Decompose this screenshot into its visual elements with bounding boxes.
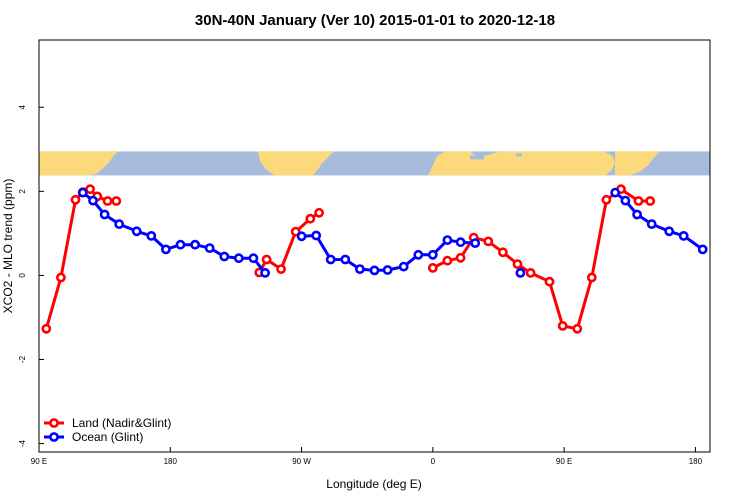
data-point bbox=[276, 264, 286, 274]
data-point bbox=[296, 231, 307, 242]
data-point bbox=[311, 230, 322, 241]
data-point bbox=[314, 207, 324, 218]
data-point bbox=[204, 243, 215, 253]
data-point bbox=[261, 254, 272, 265]
data-point bbox=[354, 264, 365, 274]
data-point bbox=[290, 226, 301, 237]
data-point bbox=[146, 230, 157, 241]
legend: Land (Nadir&Glint)Ocean (Glint) bbox=[44, 416, 171, 444]
data-point bbox=[427, 262, 438, 273]
data-point bbox=[260, 267, 270, 278]
data-point bbox=[512, 259, 523, 269]
series-line bbox=[432, 187, 651, 331]
data-point bbox=[175, 239, 186, 250]
data-point bbox=[601, 194, 612, 205]
data-point bbox=[382, 265, 393, 275]
data-point bbox=[305, 213, 316, 224]
data-point bbox=[369, 265, 380, 276]
data-point bbox=[646, 219, 657, 229]
map-sea-patch bbox=[470, 155, 484, 160]
x-tick-label: 90 W bbox=[292, 457, 311, 466]
data-point bbox=[645, 196, 656, 206]
y-tick-label: 2 bbox=[18, 189, 27, 194]
x-tick-label: 90 E bbox=[556, 457, 572, 466]
data-point bbox=[427, 249, 438, 260]
data-point bbox=[664, 226, 675, 237]
x-tick-label: 180 bbox=[689, 457, 703, 466]
data-point bbox=[442, 235, 453, 245]
data-point bbox=[219, 251, 230, 262]
data-point bbox=[678, 230, 689, 241]
data-point bbox=[455, 252, 466, 263]
map-land-east-asia-2 bbox=[615, 151, 660, 176]
data-point bbox=[77, 187, 88, 198]
y-axis-label: XCO2 - MLO trend (ppm) bbox=[1, 179, 15, 314]
data-point bbox=[697, 244, 708, 255]
data-point bbox=[102, 196, 113, 206]
x-tick-label: 0 bbox=[431, 457, 436, 466]
data-point bbox=[398, 261, 409, 272]
data-point bbox=[610, 187, 621, 198]
legend-marker bbox=[49, 418, 59, 428]
data-point bbox=[160, 244, 171, 255]
x-axis: 90 E 180 90 W 0 90 E 180 bbox=[31, 447, 703, 466]
data-point bbox=[99, 209, 110, 220]
data-point bbox=[586, 272, 597, 283]
data-point bbox=[572, 323, 583, 334]
data-point bbox=[413, 249, 424, 260]
data-point bbox=[483, 236, 494, 247]
plot-frame bbox=[38, 39, 711, 453]
y-tick-label: -2 bbox=[18, 355, 27, 363]
x-tick-label: 90 E bbox=[31, 457, 47, 466]
data-point bbox=[632, 209, 642, 220]
series-land bbox=[41, 184, 656, 334]
legend-marker bbox=[49, 432, 59, 442]
data-point bbox=[455, 237, 466, 248]
data-point bbox=[544, 276, 555, 287]
x-axis-label: Longitude (deg E) bbox=[326, 477, 421, 491]
data-point bbox=[557, 320, 568, 331]
legend-label: Ocean (Glint) bbox=[72, 430, 143, 444]
data-point bbox=[131, 226, 142, 237]
data-point bbox=[88, 195, 98, 206]
map-sea-patch-2 bbox=[516, 153, 522, 157]
data-point bbox=[633, 196, 644, 206]
data-point bbox=[325, 254, 336, 265]
data-point bbox=[442, 255, 453, 266]
data-point bbox=[525, 267, 536, 278]
data-point bbox=[620, 195, 631, 206]
legend-label: Land (Nadir&Glint) bbox=[72, 416, 171, 430]
data-point bbox=[190, 239, 200, 250]
chart-title: 30N-40N January (Ver 10) 2015-01-01 to 2… bbox=[195, 12, 555, 29]
data-point bbox=[114, 219, 125, 229]
data-point bbox=[515, 267, 526, 278]
data-point bbox=[248, 253, 259, 264]
data-point bbox=[497, 247, 508, 258]
data-point bbox=[340, 254, 351, 265]
map-land-north-america bbox=[258, 151, 334, 176]
data-point bbox=[233, 253, 244, 264]
data-point bbox=[111, 196, 122, 206]
y-axis: -4 -2 0 2 4 bbox=[18, 104, 44, 447]
data-point bbox=[56, 272, 66, 283]
data-point bbox=[470, 238, 481, 248]
map-land-east-asia bbox=[39, 151, 118, 176]
data-point bbox=[41, 323, 52, 334]
y-tick-label: 4 bbox=[18, 104, 27, 109]
x-tick-label: 180 bbox=[164, 457, 178, 466]
data-point bbox=[85, 184, 95, 195]
series-ocean bbox=[77, 187, 708, 278]
y-tick-label: 0 bbox=[18, 273, 27, 278]
y-tick-label: -4 bbox=[18, 439, 27, 447]
world-map-strip bbox=[39, 151, 710, 176]
series-layer bbox=[41, 184, 708, 334]
data-point bbox=[70, 194, 81, 205]
